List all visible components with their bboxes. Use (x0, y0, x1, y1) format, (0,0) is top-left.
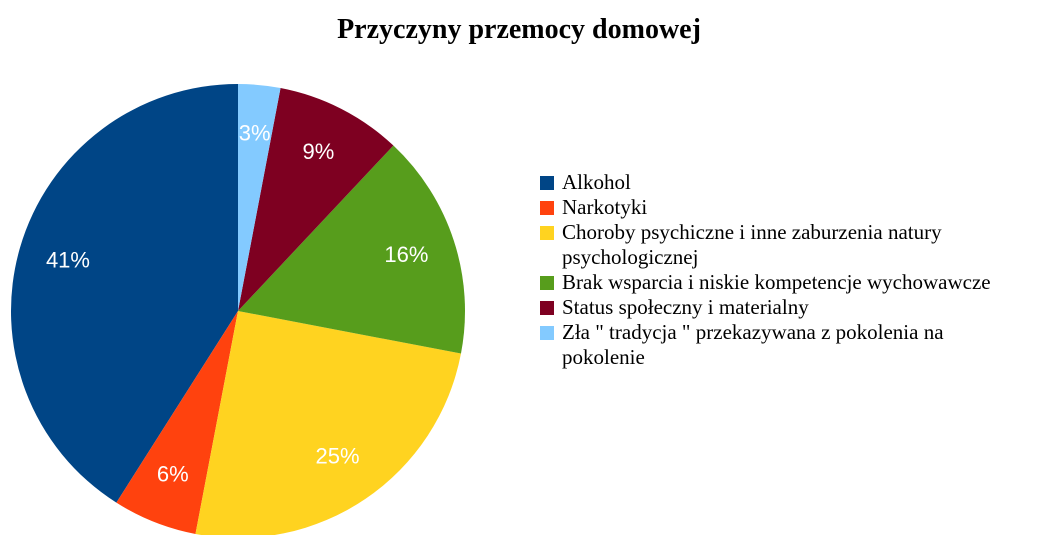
legend-label: Brak wsparcia i niskie kompetencje wycho… (562, 270, 991, 294)
legend-item: Choroby psychiczne i inne zaburzenia nat… (538, 220, 1018, 270)
legend-label: Choroby psychiczne i inne zaburzenia nat… (562, 220, 942, 269)
pie-slice (238, 84, 281, 311)
data-label: 25% (315, 443, 359, 468)
legend-item: Brak wsparcia i niskie kompetencje wycho… (538, 270, 1018, 295)
legend-swatch (540, 201, 554, 215)
legend-item: Zła " tradycja " przekazywana z pokoleni… (538, 320, 1018, 370)
legend-item: Narkotyki (538, 195, 1018, 220)
pie-slice (11, 83, 239, 503)
legend: Alkohol Narkotyki Choroby psychiczne i inn… (538, 170, 1018, 370)
legend-swatch (540, 176, 554, 190)
legend-item: Status społeczny i materialny (538, 295, 1018, 320)
legend-label: Status społeczny i materialny (562, 295, 809, 319)
pie-slice (195, 311, 461, 535)
legend-swatch (540, 326, 554, 340)
legend-item: Alkohol (538, 170, 1018, 195)
data-label: 41% (46, 247, 90, 272)
legend-label: Zła " tradycja " przekazywana z pokoleni… (562, 320, 944, 369)
pie-slice (238, 88, 394, 311)
pie-slice (238, 145, 465, 354)
data-label: 9% (302, 139, 334, 164)
legend-swatch (540, 226, 554, 240)
data-label: 6% (157, 461, 189, 486)
data-label: 3% (239, 121, 271, 146)
legend-swatch (540, 276, 554, 290)
pie-slice (116, 311, 238, 534)
legend-swatch (540, 301, 554, 315)
legend-label: Alkohol (562, 170, 631, 194)
data-label: 16% (384, 242, 428, 267)
legend-label: Narkotyki (562, 195, 648, 219)
chart-title: Przyczyny przemocy domowej (337, 14, 701, 45)
